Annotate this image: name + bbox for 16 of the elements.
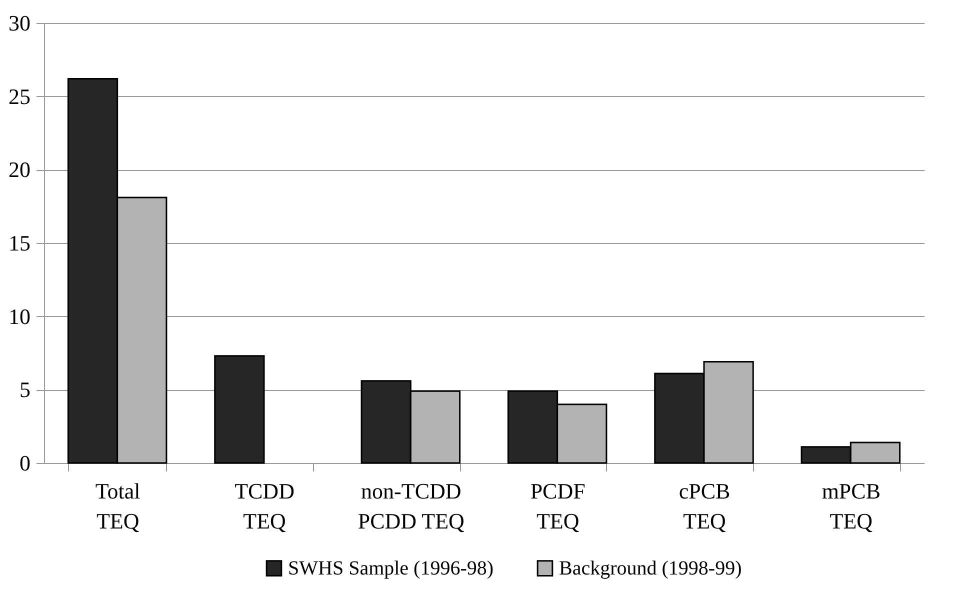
y-tick-label: 25 [8,84,30,109]
y-tick-label: 15 [8,230,30,256]
y-tick-label: 10 [8,304,30,329]
x-tick-label: cPCB TEQ [678,478,730,534]
x-tick-label: PCDF TEQ [530,478,586,534]
x-tick-label: Total TEQ [95,478,140,534]
legend-label: SWHS Sample (1996-98) [288,557,494,580]
y-tick-label: 5 [20,377,30,402]
x-tick-label: mPCB TEQ [822,478,881,534]
y-tick-label: 20 [8,157,30,182]
x-tick-label: TCDD TEQ [234,478,294,534]
bar [214,355,265,464]
y-tick-label: 30 [8,10,30,36]
y-tick-label: 0 [20,450,30,476]
legend-label: Background (1998-99) [559,557,742,580]
x-tick-label: non-TCDD PCDD TEQ [358,478,465,534]
